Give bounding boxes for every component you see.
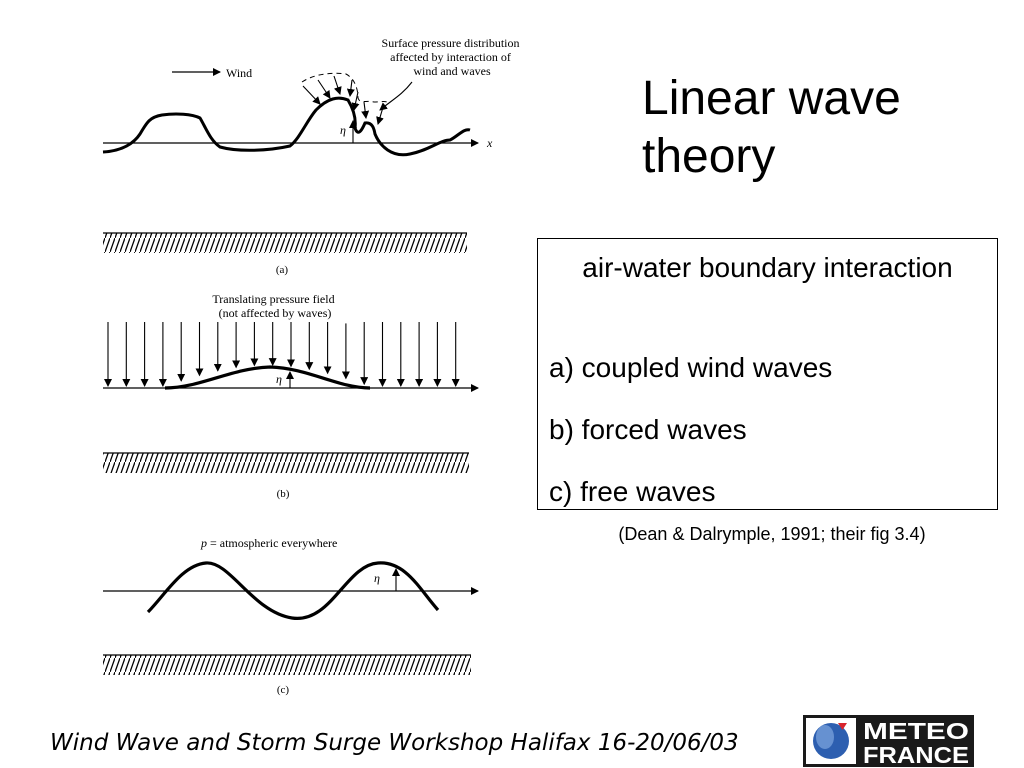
eta-label-b: η bbox=[276, 372, 282, 386]
eta-label-a: η bbox=[340, 123, 346, 137]
x-axis-label: x bbox=[486, 136, 493, 150]
panel-c: p = atmospheric everywhere η (c) bbox=[103, 536, 479, 696]
caption-b: (b) bbox=[277, 488, 290, 500]
seabed-hatching-a bbox=[103, 233, 467, 253]
red-triangle-icon bbox=[838, 723, 847, 730]
pressure-annotation-b: Translating pressure field (not affected… bbox=[212, 292, 337, 320]
pressure-arrows-a bbox=[302, 75, 385, 125]
logo-text-line2: FRANCE bbox=[863, 742, 969, 767]
wave-profile-a bbox=[102, 96, 471, 157]
pressure-arrows-b bbox=[104, 322, 460, 387]
logo-text-line1: METEO bbox=[863, 718, 969, 744]
panel-a: Wind Surface pressure distribution affec… bbox=[102, 36, 523, 276]
footer-text: Wind Wave and Storm Surge Workshop Halif… bbox=[50, 730, 739, 756]
seabed-hatching-b bbox=[103, 453, 469, 473]
caption-c: (c) bbox=[277, 684, 290, 696]
caption-a: (a) bbox=[276, 264, 289, 276]
slide-title: Linear wave theory bbox=[642, 72, 901, 183]
eta-label-c: η bbox=[374, 571, 380, 585]
meteo-france-logo: METEO FRANCE bbox=[803, 715, 974, 767]
annotation-leader-a bbox=[379, 81, 413, 111]
panel-b: Translating pressure field (not affected… bbox=[103, 292, 479, 500]
wind-label: Wind bbox=[226, 66, 252, 80]
box-item-forced: b) forced waves bbox=[549, 414, 747, 445]
wave-profile-b bbox=[164, 365, 371, 390]
wave-profile-c bbox=[146, 561, 440, 620]
box-item-coupled: a) coupled wind waves bbox=[549, 352, 833, 383]
pressure-envelope-a bbox=[301, 72, 391, 105]
atmospheric-annotation: p = atmospheric everywhere bbox=[200, 536, 337, 550]
boundary-interaction-box: air-water boundary interaction a) couple… bbox=[537, 238, 998, 510]
box-heading: air-water boundary interaction bbox=[582, 252, 953, 283]
pressure-annotation-a: Surface pressure distribution affected b… bbox=[382, 36, 523, 78]
seabed-hatching-c bbox=[103, 655, 471, 675]
box-item-free: c) free waves bbox=[549, 476, 716, 507]
citation: (Dean & Dalrymple, 1991; their fig 3.4) bbox=[618, 524, 926, 544]
